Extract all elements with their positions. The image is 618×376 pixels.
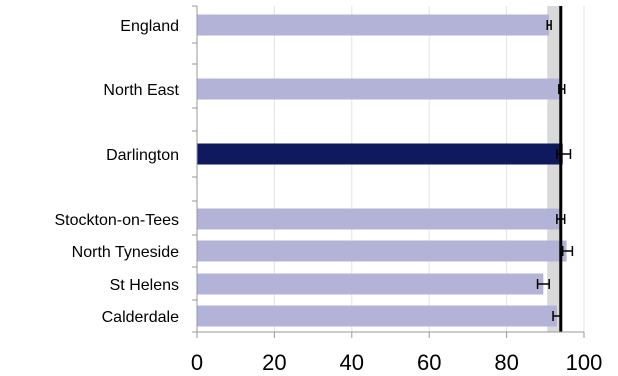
x-tick-label-20: 20 — [262, 350, 286, 375]
category-label-layer: England North East Darlington Stockton-on-T… — [54, 18, 179, 326]
category-label-stockton-on-tees: Stockton-on-Tees — [54, 212, 179, 229]
error-bar-darlington — [556, 149, 572, 159]
category-label-calderdale: Calderdale — [102, 309, 179, 326]
x-tick-label-60: 60 — [417, 350, 441, 375]
category-label-north-tyneside: North Tyneside — [72, 244, 179, 261]
bar-north-tyneside — [197, 240, 567, 262]
x-tick-label-40: 40 — [340, 350, 364, 375]
category-label-north-east: North East — [103, 82, 179, 99]
x-tick-label-80: 80 — [494, 350, 518, 375]
bar-darlington — [197, 143, 563, 165]
bar-england — [197, 14, 550, 36]
error-bar-st-helens — [536, 279, 550, 289]
bar-north-east — [197, 78, 561, 100]
bar-stockton-on-tees — [197, 208, 561, 230]
error-bar-england — [546, 20, 552, 30]
category-label-darlington: Darlington — [106, 147, 179, 164]
tick-label-layer: 0 20 40 60 80 100 — [191, 350, 602, 375]
error-layer — [536, 20, 574, 321]
x-tick-label-100: 100 — [566, 350, 603, 375]
category-label-st-helens: St Helens — [110, 277, 179, 294]
x-tick-label-0: 0 — [191, 350, 203, 375]
axis-layer — [192, 5, 585, 338]
category-label-england: England — [120, 18, 179, 35]
bar-layer — [197, 14, 567, 327]
error-bar-north-tyneside — [561, 246, 574, 256]
bar-st-helens — [197, 273, 544, 295]
bar-calderdale — [197, 305, 557, 327]
